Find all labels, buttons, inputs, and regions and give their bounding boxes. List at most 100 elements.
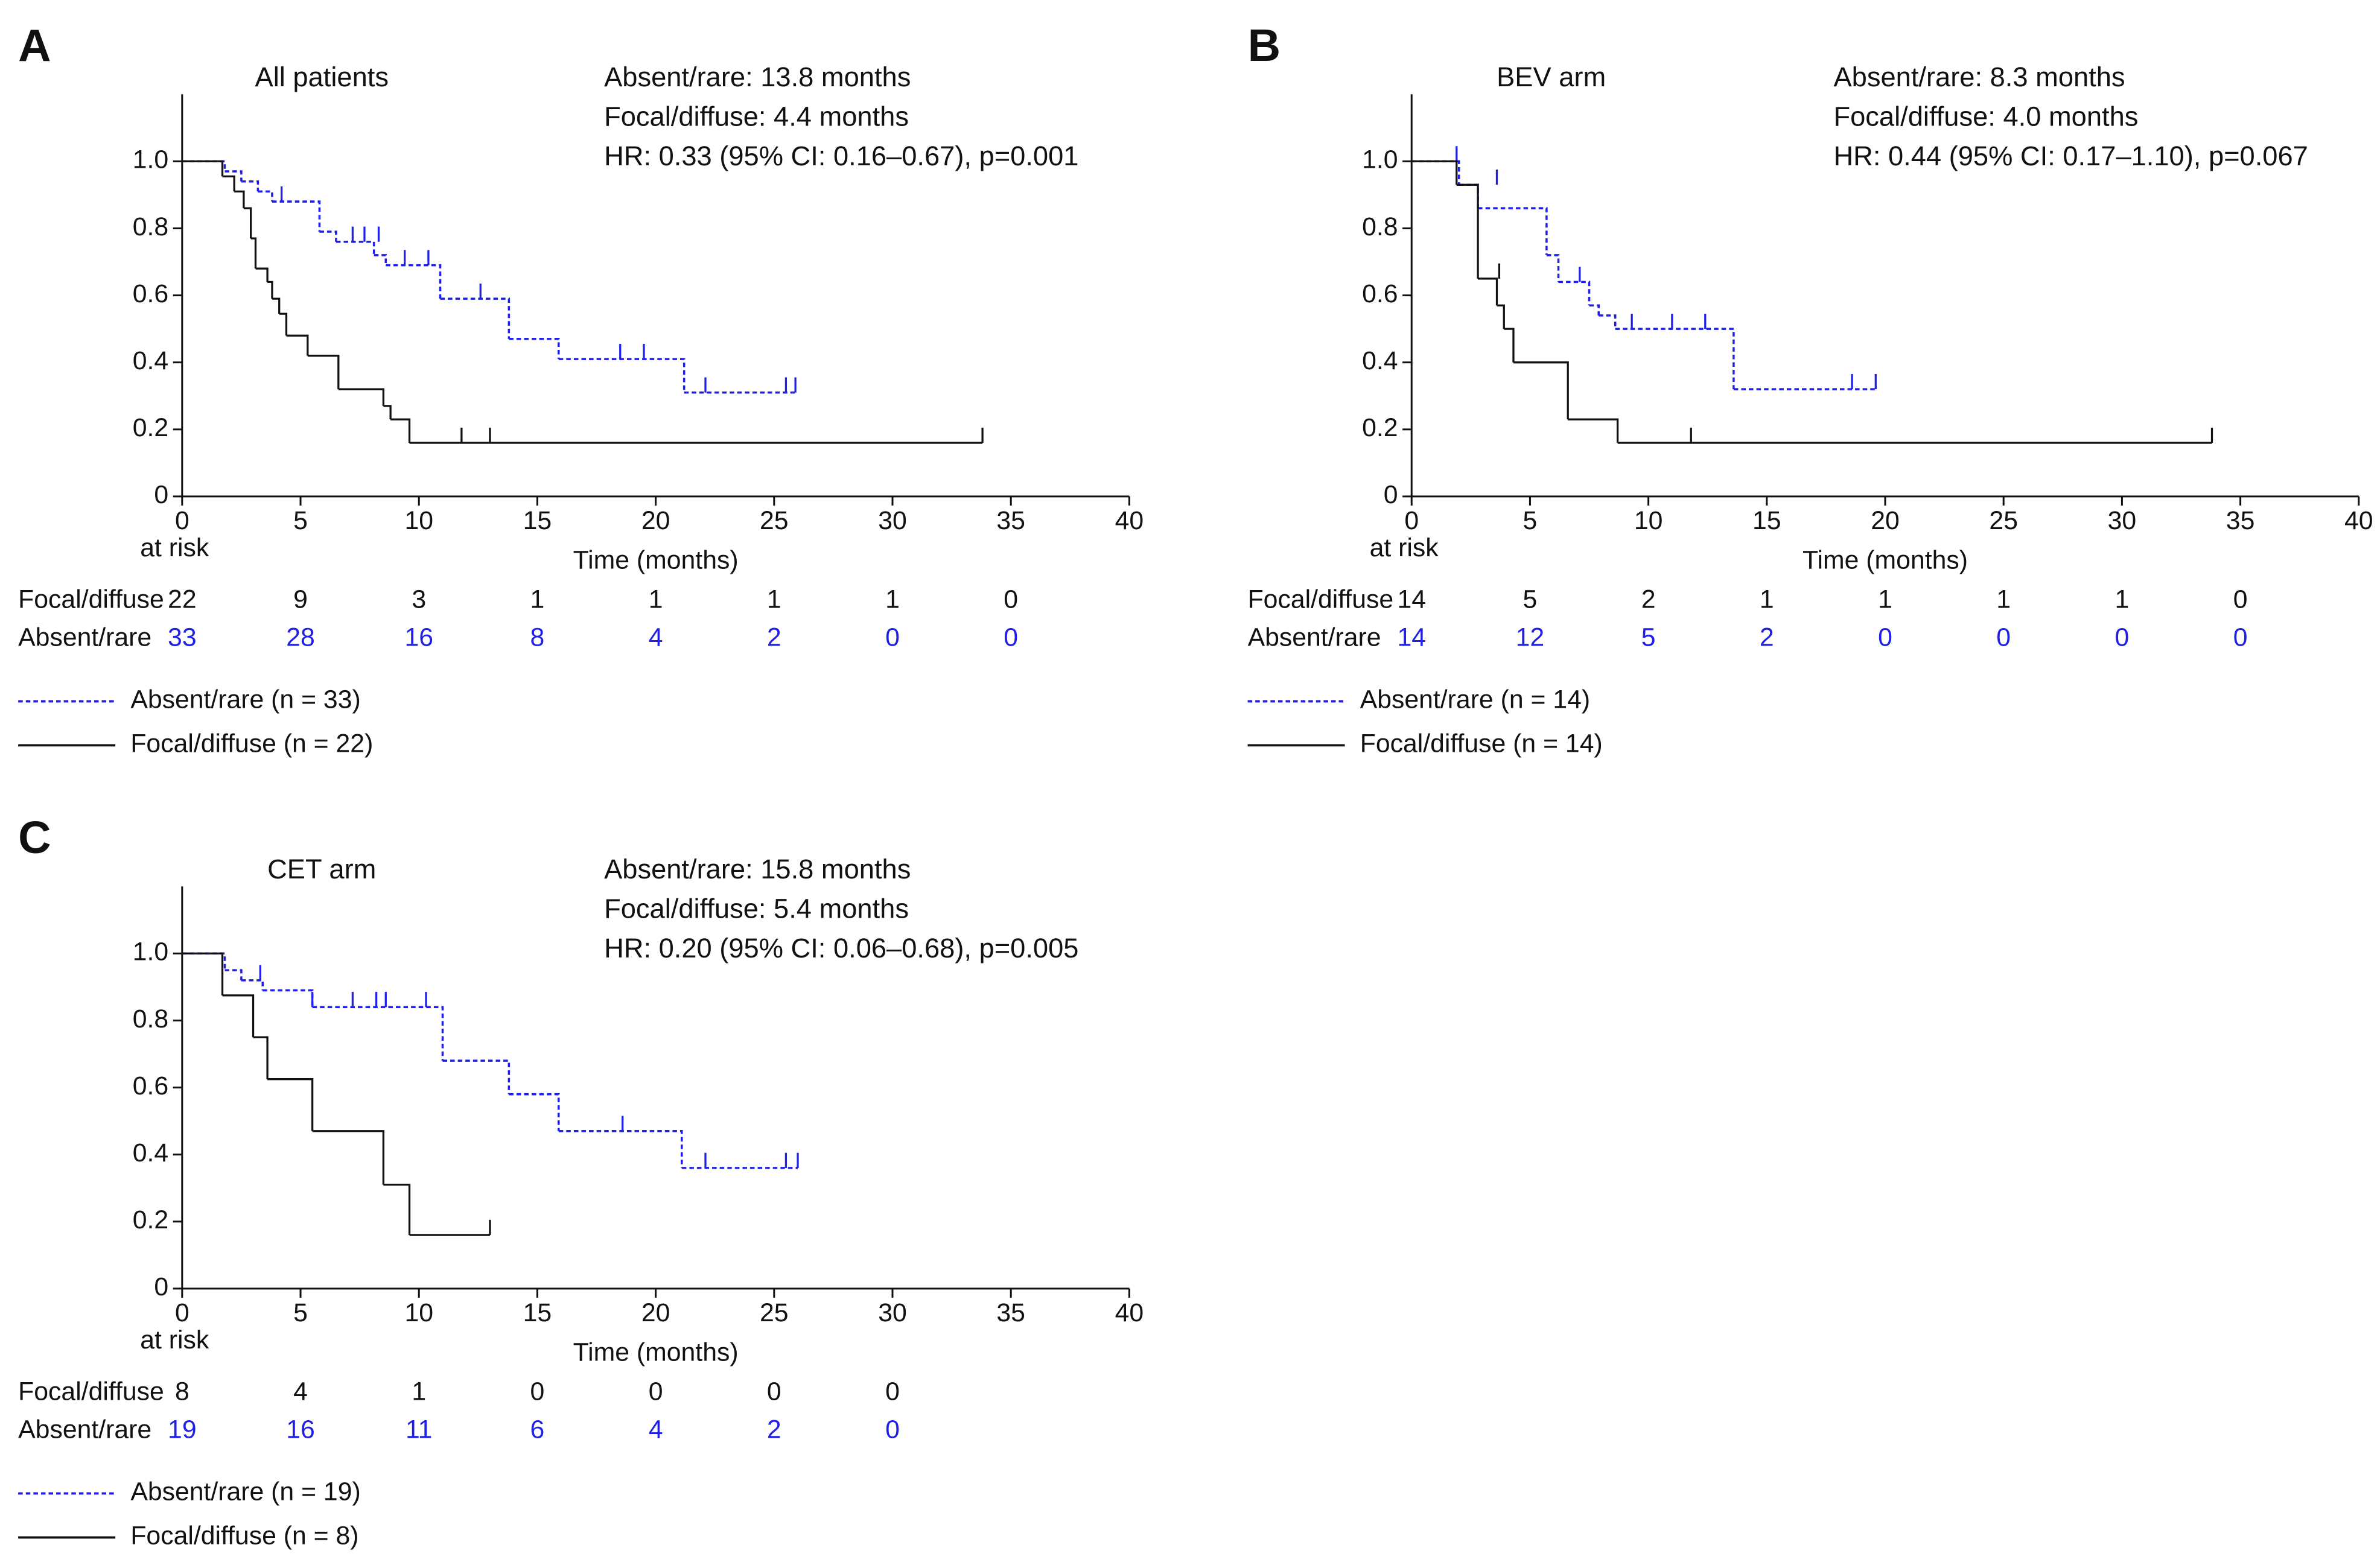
y-tick-label: 1.0 (133, 145, 168, 174)
risk-count: 1 (649, 585, 663, 614)
panel: C CET arm Absent/rare: 15.8 months Focal/di… (18, 812, 1144, 1551)
legend-label: Focal/diffuse (n = 8) (130, 1522, 358, 1551)
y-tick-label: 0 (154, 1272, 168, 1301)
risk-count: 0 (885, 623, 900, 652)
risk-count: 1 (1878, 585, 1892, 614)
km-step (222, 994, 255, 1038)
panel-letter: C (18, 812, 51, 863)
y-tick-label: 0.8 (133, 212, 168, 241)
y-tick-label: 1.0 (1362, 145, 1398, 174)
km-step (312, 1130, 385, 1185)
y-tick-label: 0.8 (133, 1005, 168, 1033)
annotation: Absent/rare: 8.3 months (1833, 62, 2125, 92)
risk-count: 1 (767, 585, 781, 614)
risk-count: 4 (649, 623, 663, 652)
km-step (558, 358, 686, 393)
panel-letter: A (18, 20, 51, 71)
km-step (336, 240, 375, 255)
km-step (558, 1130, 683, 1168)
risk-count: 1 (1760, 585, 1774, 614)
km-step (267, 1078, 314, 1131)
risk-count: 0 (767, 1377, 781, 1406)
risk-row-label: Absent/rare (18, 623, 151, 652)
x-axis-label: Time (months) (573, 545, 739, 574)
km-step (509, 1093, 560, 1131)
km-step (267, 281, 273, 299)
risk-count: 0 (1004, 623, 1018, 652)
km-step (390, 418, 411, 443)
x-tick-label: 40 (1115, 506, 1144, 535)
legend-label: Absent/rare (n = 33) (130, 685, 360, 714)
risk-count: 2 (1760, 623, 1774, 652)
km-step (1478, 278, 1498, 306)
risk-count: 0 (1996, 623, 2011, 652)
risk-count: 4 (649, 1415, 663, 1444)
km-step (182, 160, 226, 172)
x-tick-label: 10 (404, 1298, 433, 1327)
x-tick-label: 15 (523, 1298, 552, 1327)
x-tick-label: 25 (1989, 506, 2018, 535)
x-tick-label: 20 (1871, 506, 1900, 535)
km-step (383, 405, 392, 420)
risk-count: 8 (175, 1377, 189, 1406)
x-tick-label: 15 (1752, 506, 1781, 535)
x-tick-label: 30 (878, 1298, 907, 1327)
y-tick-label: 0.2 (1362, 413, 1398, 442)
risk-table-label: at risk (140, 1325, 209, 1354)
risk-count: 0 (649, 1377, 663, 1406)
risk-count: 0 (2233, 585, 2248, 614)
y-tick-label: 0.4 (133, 1138, 168, 1167)
km-curve (182, 160, 796, 394)
km-step (1546, 254, 1560, 282)
y-tick-label: 0 (154, 480, 168, 509)
km-step (1589, 304, 1600, 316)
risk-table-label: at risk (140, 533, 209, 562)
km-curve (1411, 160, 1876, 390)
risk-count: 5 (1641, 623, 1656, 652)
risk-count: 33 (168, 623, 197, 652)
risk-count: 4 (293, 1377, 308, 1406)
x-axis-label: Time (months) (1802, 545, 1968, 574)
risk-count: 3 (412, 585, 426, 614)
km-step (1558, 281, 1591, 306)
y-tick-label: 0 (1384, 480, 1398, 509)
annotation: Focal/diffuse: 5.4 months (604, 893, 909, 924)
km-step (224, 170, 243, 182)
risk-count: 2 (767, 1415, 781, 1444)
km-step (1456, 183, 1479, 279)
risk-count: 1 (412, 1377, 426, 1406)
x-tick-label: 5 (293, 506, 308, 535)
x-axis-label: Time (months) (573, 1338, 739, 1367)
risk-count: 16 (286, 1415, 315, 1444)
panel: A All patients Absent/rare: 13.8 months Foc… (18, 20, 1144, 758)
x-tick-label: 25 (760, 1298, 789, 1327)
x-tick-label: 25 (760, 506, 789, 535)
y-tick-label: 0.2 (133, 413, 168, 442)
km-step (386, 264, 442, 299)
y-tick-label: 0.4 (133, 346, 168, 375)
km-step (509, 338, 560, 360)
risk-count: 6 (530, 1415, 545, 1444)
y-tick-label: 0.6 (133, 279, 168, 308)
km-step (1411, 160, 1460, 185)
km-step (182, 952, 226, 971)
risk-count: 22 (168, 585, 197, 614)
legend-label: Absent/rare (n = 14) (1360, 685, 1590, 714)
annotation: Absent/rare: 13.8 months (604, 62, 911, 92)
panel: B BEV arm Absent/rare: 8.3 months Focal/dif… (1248, 20, 2373, 758)
risk-count: 0 (2233, 623, 2248, 652)
y-tick-label: 0.6 (1362, 279, 1398, 308)
x-tick-label: 15 (523, 506, 552, 535)
risk-row-label: Focal/diffuse (18, 1377, 164, 1406)
risk-row-label: Absent/rare (18, 1415, 151, 1444)
annotation: Focal/diffuse: 4.0 months (1833, 101, 2138, 132)
x-tick-label: 5 (1523, 506, 1538, 535)
risk-count: 11 (406, 1415, 432, 1444)
km-curve (182, 952, 798, 1169)
x-tick-label: 0 (1404, 506, 1419, 535)
annotation: Absent/rare: 15.8 months (604, 854, 911, 884)
risk-row-label: Focal/diffuse (1248, 585, 1394, 614)
risk-count: 28 (286, 623, 315, 652)
